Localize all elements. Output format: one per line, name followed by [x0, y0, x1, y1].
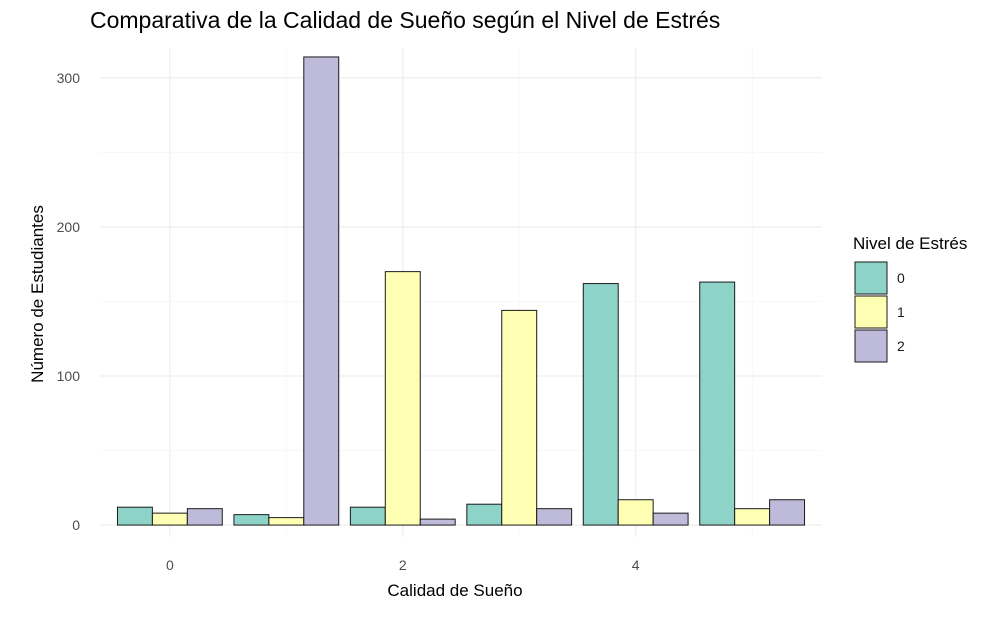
bar-x4-series-1: [617, 499, 654, 526]
bar-x2-series-1: [384, 271, 421, 526]
x-axis-title: Calidad de Sueño: [387, 581, 522, 600]
y-axis-ticks: 0 100 200 300: [57, 70, 81, 533]
chart-title: Comparativa de la Calidad de Sueño según…: [90, 7, 720, 33]
legend-key-0: [854, 261, 888, 295]
bar-x5-series-1: [734, 508, 771, 526]
bar-x1-series-0: [233, 514, 270, 526]
bar-x2-series-2: [419, 518, 456, 526]
y-tick-label: 100: [57, 368, 81, 384]
bar-x5-series-2: [769, 499, 806, 526]
x-tick-label: 0: [166, 557, 174, 573]
y-tick-label: 300: [57, 70, 81, 86]
x-tick-label: 4: [632, 557, 640, 573]
legend-title: Nivel de Estrés: [853, 234, 967, 253]
bars: [116, 56, 806, 526]
bar-x3-series-0: [466, 503, 503, 526]
bar-x3-series-1: [501, 309, 538, 526]
y-tick-label: 0: [72, 517, 80, 533]
y-tick-label: 200: [57, 219, 81, 235]
x-tick-label: 2: [399, 557, 407, 573]
bar-x0-series-2: [186, 508, 223, 526]
bar-x2-series-0: [349, 506, 386, 526]
legend: Nivel de Estrés 0 1 2: [853, 234, 967, 363]
bar-x3-series-2: [536, 508, 573, 526]
legend-label-1: 1: [897, 304, 905, 320]
legend-items: 0 1 2: [854, 261, 905, 363]
legend-label-0: 0: [897, 270, 905, 286]
bar-x4-series-2: [652, 512, 689, 526]
legend-label-2: 2: [897, 338, 905, 354]
bar-x5-series-0: [699, 281, 736, 526]
y-axis-title: Número de Estudiantes: [28, 205, 47, 383]
legend-key-1: [854, 295, 888, 329]
bar-x0-series-0: [116, 506, 153, 526]
bar-x0-series-1: [151, 512, 188, 526]
legend-key-2: [854, 329, 888, 363]
bar-x1-series-2: [303, 56, 340, 526]
bar-x1-series-1: [268, 517, 305, 526]
bar-x4-series-0: [582, 283, 619, 526]
x-axis-ticks: 0 2 4: [166, 557, 640, 573]
